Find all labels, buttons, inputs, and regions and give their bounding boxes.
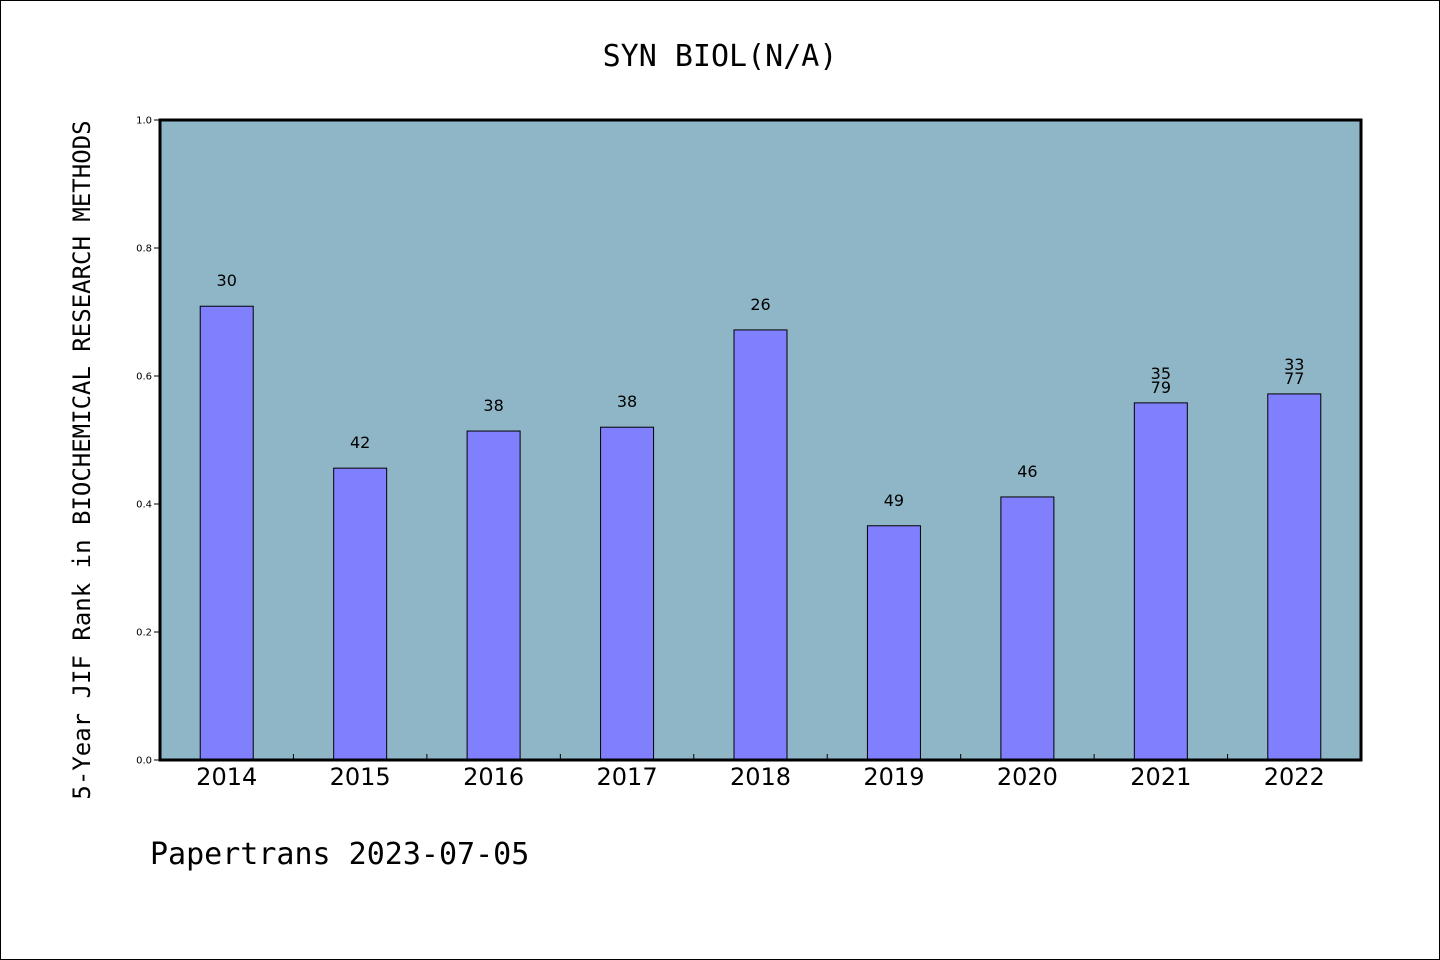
x-tick-label-2019: 2019 xyxy=(863,763,924,791)
bar-label-2015: 42 xyxy=(350,433,370,452)
bar-label-2020: 46 xyxy=(1017,462,1037,481)
y-tick-label-0.2: 0.2 xyxy=(136,628,152,639)
x-tick-label-2021: 2021 xyxy=(1130,763,1191,791)
x-tick-label-2014: 2014 xyxy=(196,763,257,791)
x-tick-label-2018: 2018 xyxy=(730,763,791,791)
bar-label-2017: 38 xyxy=(617,392,637,411)
x-tick-label-2016: 2016 xyxy=(463,763,524,791)
bar-label-2022-2: 77 xyxy=(1284,369,1304,388)
bar-label-2018: 26 xyxy=(750,295,770,314)
bar-label-2019: 49 xyxy=(884,491,904,510)
y-tick-label-1.0: 1.0 xyxy=(136,116,152,127)
bar-label-2016: 38 xyxy=(483,396,503,415)
footer-text: Papertrans 2023-07-05 xyxy=(150,837,529,872)
bar-2020 xyxy=(1000,496,1055,761)
bar-2016 xyxy=(466,430,521,761)
bar-2017 xyxy=(600,426,655,761)
y-tick-label-0.4: 0.4 xyxy=(136,500,152,511)
plot-border xyxy=(158,118,1363,762)
x-tick-label-2017: 2017 xyxy=(597,763,658,791)
x-tick-label-2015: 2015 xyxy=(330,763,391,791)
x-tick-label-2022: 2022 xyxy=(1264,763,1325,791)
y-tick-label-0.6: 0.6 xyxy=(136,372,152,383)
bar-label-2021-1: 35 xyxy=(1151,364,1171,383)
bar-2022 xyxy=(1267,393,1322,761)
bar-2021 xyxy=(1133,402,1188,761)
x-tick-label-2020: 2020 xyxy=(997,763,1058,791)
bar-2018 xyxy=(733,329,788,761)
bar-label-2014: 30 xyxy=(217,271,237,290)
y-axis-label: 5-Year JIF Rank in BIOCHEMICAL RESEARCH … xyxy=(68,120,96,799)
bar-label-2022-1: 33 xyxy=(1284,355,1304,374)
chart-title: SYN BIOL(N/A) xyxy=(603,39,838,74)
bar-label-2021-2: 79 xyxy=(1151,378,1171,397)
bar-2019 xyxy=(866,525,921,761)
bar-2015 xyxy=(333,467,388,761)
bar-2014 xyxy=(199,305,254,761)
y-tick-label-0.8: 0.8 xyxy=(136,244,152,255)
y-tick-label-0.0: 0.0 xyxy=(136,756,152,767)
